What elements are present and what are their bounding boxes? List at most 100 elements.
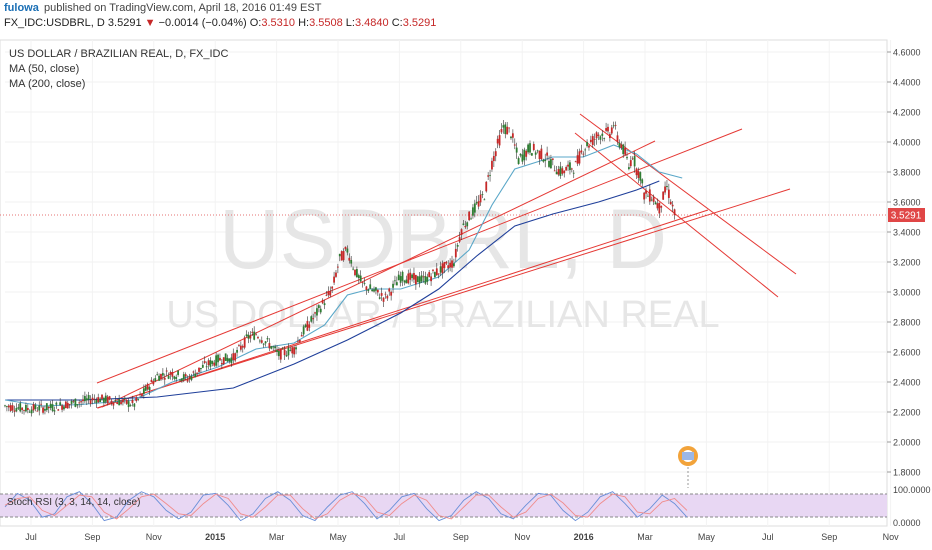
y-tick-label: 3.6000 [893, 198, 921, 208]
candle-body [182, 374, 185, 380]
candle-body [395, 282, 398, 286]
candle-body [462, 223, 465, 225]
candle-body [285, 355, 288, 357]
candle-body [584, 149, 587, 151]
candle-body [83, 396, 86, 402]
candle-body [209, 360, 212, 367]
candle-body [55, 402, 58, 405]
candle-body [538, 150, 541, 160]
candle-body [506, 126, 509, 135]
candle-body [494, 151, 497, 157]
candle-body [399, 276, 402, 283]
candle-body [247, 334, 250, 339]
candle-body [184, 374, 187, 377]
candle-body [570, 168, 573, 170]
candle-body [99, 398, 102, 403]
candle-body [633, 156, 636, 167]
candle-body [618, 142, 621, 148]
x-tick-label: Jul [394, 532, 406, 542]
candle-body [53, 410, 56, 412]
candle-body [230, 357, 233, 364]
candle-body [454, 248, 457, 258]
candle-body [466, 222, 469, 227]
candle-body [17, 407, 20, 409]
trendline [97, 209, 709, 409]
candle-body [253, 331, 256, 340]
candle-body [70, 400, 73, 404]
publish-bar: fulowa published on TradingView.com, Apr… [0, 0, 932, 16]
candle-body [45, 403, 48, 411]
stoch-tick-label: 0.0000 [893, 518, 921, 528]
symbol-label[interactable]: FX_IDC:USDBRL, D [4, 17, 105, 29]
candle-body [78, 402, 81, 404]
candles [4, 119, 676, 417]
candle-body [477, 201, 480, 207]
candle-body [228, 358, 231, 361]
x-tick-label: Jul [762, 532, 774, 542]
candle-body [11, 405, 14, 411]
candle-body [57, 409, 60, 411]
candle-body [122, 399, 124, 403]
candle-body [578, 151, 581, 164]
candle-body [74, 398, 77, 407]
candle-body [667, 189, 670, 198]
candle-body [371, 289, 374, 292]
candle-body [409, 272, 412, 280]
candle-body [359, 275, 362, 282]
x-axis: Jul Sep Nov 2015 Mar May Jul Sep Nov 2016 Mar May Ju… [25, 532, 899, 542]
stoch-rsi-pane[interactable]: 100.0000 0.0000 [0, 485, 931, 528]
candle-body [327, 290, 330, 295]
candle-body [249, 335, 252, 339]
candle-body [160, 374, 162, 380]
candle-body [422, 276, 425, 278]
y-tick-label: 3.4000 [893, 228, 921, 238]
candle-body [165, 370, 168, 372]
candle-body [610, 127, 613, 134]
candle-body [639, 172, 642, 181]
stoch-k-line [4, 491, 688, 522]
ma50-path [4, 144, 683, 407]
candle-body [239, 345, 242, 350]
earnings-flag-icon[interactable] [678, 446, 698, 488]
candle-body [515, 147, 518, 153]
candle-body [300, 335, 303, 337]
candle-body [171, 372, 174, 377]
candle-body [289, 350, 292, 351]
candle-body [572, 172, 575, 174]
candle-body [489, 174, 491, 176]
candle-body [635, 168, 638, 176]
candle-body [413, 273, 415, 280]
candle-body [346, 248, 349, 253]
y-tick-label: 4.0000 [893, 138, 921, 148]
ma200-path [5, 180, 660, 401]
candle-body [188, 376, 191, 379]
candle-body [219, 357, 221, 361]
candle-body [161, 373, 164, 376]
author-link[interactable]: fulowa [4, 2, 39, 14]
price-change: −0.0014 (−0.04%) [158, 17, 247, 29]
candle-body [616, 135, 619, 142]
candle-body [664, 186, 666, 193]
candle-body [156, 374, 159, 376]
candle-body [529, 143, 531, 153]
candle-body [582, 153, 585, 155]
candle-body [496, 138, 499, 144]
candle-body [574, 161, 577, 163]
candle-body [51, 404, 54, 411]
candle-body [595, 132, 598, 139]
candle-body [369, 284, 372, 289]
candle-body [531, 153, 533, 156]
candle-body [361, 282, 364, 283]
candle-body [367, 289, 370, 292]
candle-body [641, 179, 644, 184]
candle-body [38, 405, 41, 411]
x-tick-label: Nov [883, 532, 900, 542]
x-tick-label: Sep [453, 532, 469, 542]
candle-body [123, 398, 126, 399]
candle-body [116, 402, 119, 405]
candle-body [608, 134, 611, 139]
candle-body [325, 294, 328, 296]
candle-body [458, 237, 461, 242]
candle-body [152, 381, 155, 385]
